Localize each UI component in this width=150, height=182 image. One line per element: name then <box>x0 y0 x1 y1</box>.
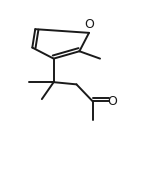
Text: O: O <box>108 94 117 108</box>
Text: O: O <box>84 18 94 31</box>
